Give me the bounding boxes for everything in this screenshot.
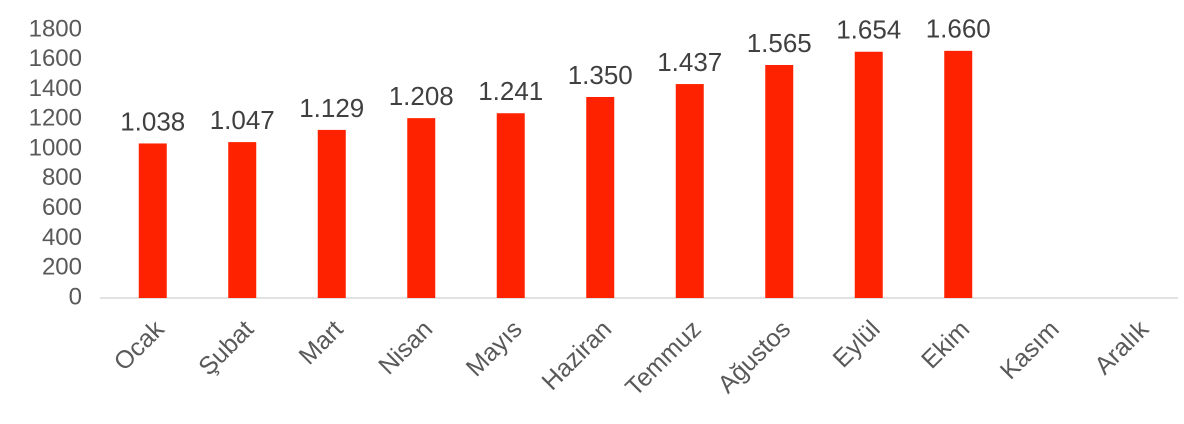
bar bbox=[675, 84, 704, 299]
bar bbox=[765, 64, 794, 298]
x-tick-label: Kasım bbox=[995, 315, 1065, 385]
x-tick-label: Ağustos bbox=[712, 315, 796, 399]
x-tick-label: Eylül bbox=[828, 315, 886, 373]
x-tick-label: Temmuz bbox=[620, 315, 707, 402]
bar bbox=[407, 118, 436, 299]
x-tick-label: Ekim bbox=[916, 315, 975, 374]
bar bbox=[496, 113, 525, 299]
data-label: 1.241 bbox=[478, 76, 543, 106]
y-tick-label: 400 bbox=[42, 224, 82, 251]
y-tick-label: 1200 bbox=[29, 105, 82, 132]
data-label: 1.038 bbox=[120, 106, 185, 136]
bar bbox=[228, 142, 257, 298]
y-tick-label: 1400 bbox=[29, 75, 82, 102]
data-label: 1.437 bbox=[657, 47, 722, 77]
x-tick-label: Mart bbox=[294, 315, 349, 370]
x-tick-label: Şubat bbox=[193, 315, 259, 381]
bar bbox=[586, 97, 615, 298]
y-tick-label: 1800 bbox=[29, 15, 82, 42]
data-label: 1.654 bbox=[836, 15, 901, 45]
x-tick-label: Haziran bbox=[536, 315, 617, 396]
x-tick-label: Ocak bbox=[109, 315, 170, 376]
data-label: 1.350 bbox=[568, 60, 633, 90]
bar bbox=[317, 129, 346, 298]
y-tick-label: 1000 bbox=[29, 134, 82, 161]
bar bbox=[138, 143, 167, 298]
y-tick-label: 1600 bbox=[29, 45, 82, 72]
y-tick-label: 800 bbox=[42, 164, 82, 191]
data-label: 1.047 bbox=[210, 105, 275, 135]
y-tick-label: 200 bbox=[42, 254, 82, 281]
data-label: 1.129 bbox=[299, 93, 364, 123]
y-tick-label: 600 bbox=[42, 194, 82, 221]
y-tick-label: 0 bbox=[69, 283, 82, 310]
data-label: 1.208 bbox=[389, 81, 454, 111]
x-tick-label: Aralık bbox=[1089, 315, 1154, 380]
bar bbox=[944, 50, 973, 298]
data-label: 1.565 bbox=[747, 28, 812, 58]
data-label: 1.660 bbox=[926, 14, 991, 44]
x-tick-label: Mayıs bbox=[461, 315, 528, 382]
x-tick-label: Nisan bbox=[373, 315, 438, 380]
bar bbox=[854, 51, 883, 298]
